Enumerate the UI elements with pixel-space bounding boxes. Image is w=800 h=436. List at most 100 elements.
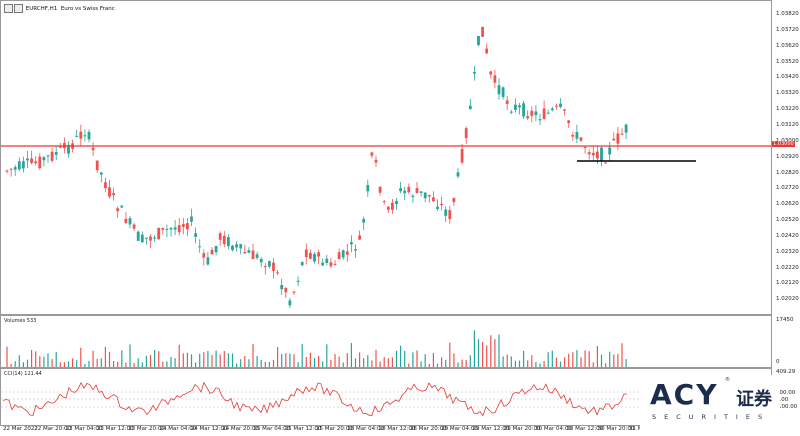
candle <box>427 194 431 203</box>
volume-pane[interactable]: Volumes 533 <box>0 315 772 368</box>
candle <box>530 106 534 123</box>
candle <box>30 150 33 165</box>
price-chart[interactable] <box>1 1 772 315</box>
candle <box>325 254 329 266</box>
candle <box>366 179 370 197</box>
candle <box>202 249 206 266</box>
price-axis-label: 1.03000 <box>776 138 799 144</box>
price-axis-label: 1.02220 <box>776 264 799 271</box>
candle <box>5 169 9 174</box>
cci-axis-409: 409.29 <box>776 369 796 375</box>
time-axis-label: 29 Mar 12:00 <box>472 426 510 432</box>
candle <box>194 227 197 244</box>
volume-chart <box>6 330 627 367</box>
candle <box>67 141 70 158</box>
candle <box>374 155 378 167</box>
candle <box>239 243 243 255</box>
candle <box>555 103 558 110</box>
time-axis-label: 23 Mar 20:00 <box>128 426 165 432</box>
time-axis-label: 28 Mar 20:00 <box>409 426 447 432</box>
candle <box>153 235 156 242</box>
candle <box>95 160 99 174</box>
candle <box>276 269 279 275</box>
price-axis-label: 1.03220 <box>776 106 799 113</box>
price-pane[interactable]: EURCHF,H1 Euro vs Swiss Franc <box>0 0 772 315</box>
candle <box>63 137 66 154</box>
candle <box>136 230 140 241</box>
time-axis-label: 30 Mar 12:00 <box>566 426 604 432</box>
candle <box>432 191 435 202</box>
candle <box>9 168 13 177</box>
candle <box>608 142 612 162</box>
volume-axis-bottom: 0 <box>776 359 780 365</box>
candle <box>358 230 361 241</box>
volume-axis-top: 17450 <box>776 317 794 323</box>
candle <box>333 259 337 266</box>
candle <box>583 145 587 154</box>
price-axis-label: 1.03420 <box>776 74 799 81</box>
acy-securities-logo: ACY ® 证券 SECURITIES <box>640 375 780 431</box>
current-price-tag: 1.03000 <box>772 141 795 147</box>
volume-axis: 17450 0 <box>772 315 800 368</box>
candle <box>300 261 304 267</box>
cci-axis-100: 100.00 <box>776 390 796 396</box>
candle <box>268 260 271 269</box>
candle <box>243 244 247 255</box>
candle <box>362 216 366 231</box>
candle <box>83 129 87 142</box>
candle <box>309 249 312 260</box>
candle <box>440 196 443 211</box>
candle <box>255 251 259 260</box>
candle <box>124 212 128 225</box>
candle <box>42 155 46 167</box>
candle <box>17 157 21 172</box>
candle <box>378 186 382 196</box>
price-axis-label: 1.03620 <box>776 42 799 49</box>
candle <box>22 156 25 173</box>
candle <box>370 151 374 159</box>
chart-menu-icon[interactable] <box>4 4 13 13</box>
candle <box>91 142 95 157</box>
time-axis-label: 24 Mar 04:00 <box>159 426 197 432</box>
candle <box>591 145 595 162</box>
time-axis-label: 24 Mar 20:00 <box>222 426 259 432</box>
candle <box>292 290 296 296</box>
candle <box>218 231 222 246</box>
candle <box>423 192 427 203</box>
candle <box>181 217 185 235</box>
candle <box>481 26 484 37</box>
candle <box>624 123 628 140</box>
candle <box>571 131 575 141</box>
candle <box>419 191 423 197</box>
logo-tagline: SECURITIES <box>652 413 771 421</box>
price-axis-label: 1.02620 <box>776 201 799 208</box>
candle <box>436 199 439 211</box>
candle <box>104 177 107 192</box>
price-axis-label: 1.03320 <box>776 90 799 97</box>
candle <box>251 243 255 260</box>
price-axis: 1.03820 1.03720 1.03620 1.03520 1.03420 1.033… <box>772 0 800 315</box>
candle <box>489 70 493 79</box>
price-axis-label: 1.02120 <box>776 280 799 287</box>
candle <box>518 102 521 115</box>
candle <box>354 244 357 258</box>
volume-label: Volumes 533 <box>4 318 37 324</box>
time-axis-label: 22 Mar 2022 <box>3 426 38 432</box>
time-axis-label: 25 Mar 12:00 <box>284 426 322 432</box>
candle <box>145 237 148 245</box>
time-axis-label: 25 Mar 04:00 <box>253 426 291 432</box>
candle <box>493 69 497 89</box>
chart-menu-icon[interactable] <box>14 4 23 13</box>
candle <box>329 257 333 268</box>
cci-axis-0: 0.00 <box>776 397 789 403</box>
time-axis-label: 29 Mar 04:00 <box>441 426 478 432</box>
price-axis-label: 1.03720 <box>776 26 799 33</box>
candle <box>140 231 144 244</box>
candle <box>79 124 83 147</box>
candle <box>542 100 546 120</box>
candle <box>313 251 316 264</box>
symbol-label: EURCHF,H1 <box>25 6 58 12</box>
candle <box>415 182 419 194</box>
candle <box>157 227 161 240</box>
